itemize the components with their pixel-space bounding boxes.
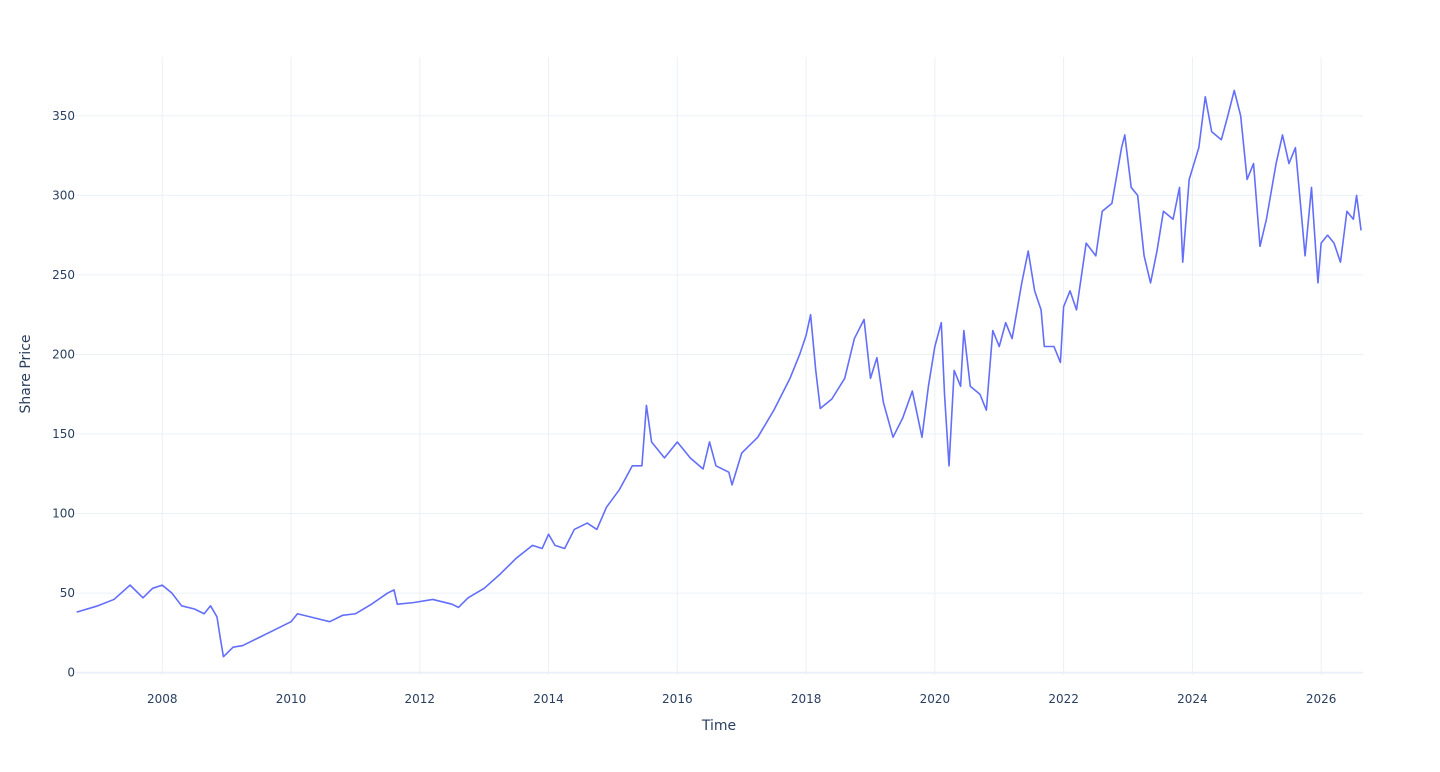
y-tick-label: 200 [52, 347, 75, 361]
y-tick-label: 350 [52, 109, 75, 123]
x-tick-label: 2014 [533, 692, 564, 706]
y-tick-label: 300 [52, 188, 75, 202]
y-axis-title: Share Price [18, 334, 34, 413]
x-tick-label: 2026 [1306, 692, 1337, 706]
x-axis-title: Time [701, 718, 736, 734]
x-tick-label: 2008 [147, 692, 178, 706]
y-tick-label: 0 [67, 666, 75, 680]
x-tick-label: 2022 [1048, 692, 1079, 706]
y-tick-label: 250 [52, 268, 75, 282]
x-tick-label: 2010 [276, 692, 307, 706]
y-tick-label: 150 [52, 427, 75, 441]
x-tick-label: 2020 [920, 692, 951, 706]
y-tick-label: 100 [52, 507, 75, 521]
x-tick-label: 2016 [662, 692, 693, 706]
y-tick-label: 50 [60, 586, 75, 600]
x-tick-label: 2018 [791, 692, 822, 706]
price-line [76, 89, 1362, 658]
x-tick-label: 2012 [405, 692, 436, 706]
x-tick-label: 2024 [1177, 692, 1208, 706]
